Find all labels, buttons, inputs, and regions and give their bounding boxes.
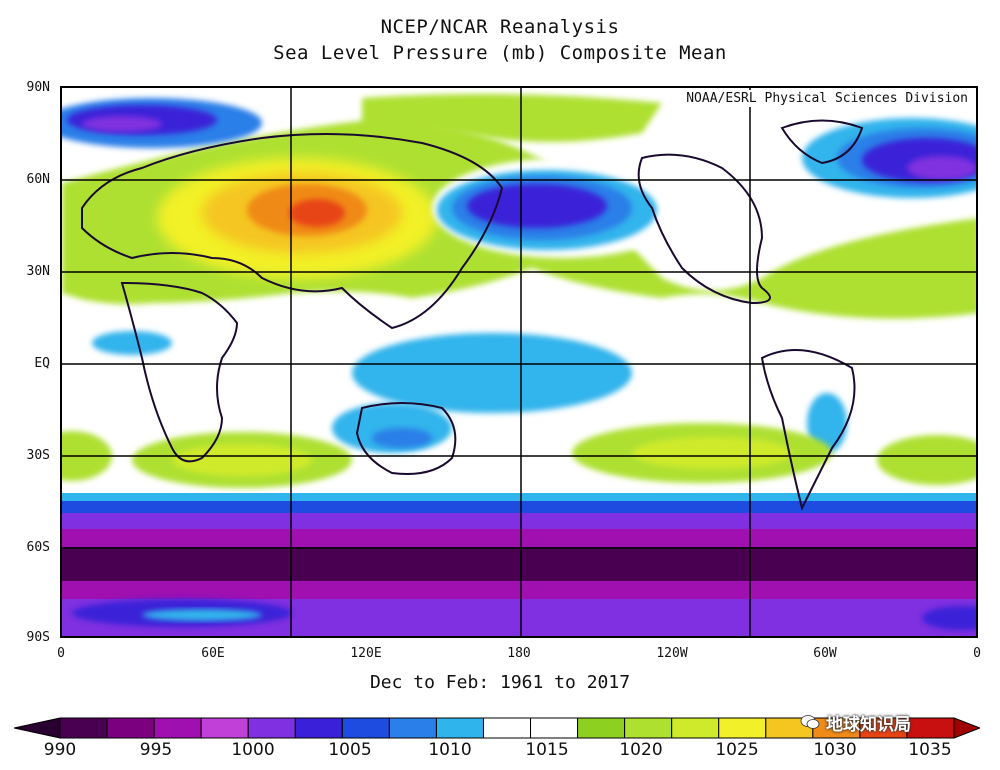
colorbar-swatch	[341, 717, 390, 739]
colorbar-swatch	[435, 717, 484, 739]
lon-label: 0	[973, 646, 981, 661]
antarctic-low-patch-east	[922, 606, 976, 630]
graticule	[62, 88, 976, 636]
lat-label: 90S	[26, 630, 50, 645]
south-america-low	[807, 393, 847, 453]
colorbar-swatch	[59, 717, 108, 739]
arctic-low-center	[82, 116, 162, 132]
colorbar-swatch	[106, 717, 155, 739]
chart-title-block: NCEP/NCAR Reanalysis Sea Level Pressure …	[0, 14, 1000, 66]
pressure-map	[62, 88, 976, 636]
colorbar-arrow-high	[953, 717, 980, 739]
lon-label: 0	[57, 646, 65, 661]
lat-label: 90N	[26, 80, 50, 95]
colorbar-swatch	[247, 717, 296, 739]
map-panel: NOAA/ESRL Physical Sciences Division	[60, 86, 978, 638]
colorbar-swatch	[388, 717, 437, 739]
africa-outline	[120, 281, 239, 463]
chart-title: NCEP/NCAR Reanalysis	[380, 16, 620, 38]
lon-label: 180	[507, 646, 531, 661]
australian-low-core	[372, 428, 432, 448]
colorbar-label: 1025	[715, 740, 759, 760]
lat-label: 30N	[26, 264, 50, 279]
lon-label: 120E	[350, 646, 382, 661]
band-1005	[62, 501, 976, 515]
colorbar-label: 1010	[428, 740, 472, 760]
greenland-outline	[780, 119, 864, 165]
colorbar-swatch	[906, 717, 955, 739]
south-atlantic-high	[877, 435, 976, 485]
colorbar-swatches	[14, 717, 980, 739]
colorbar-swatch	[577, 717, 626, 739]
arctic-high-band	[362, 94, 662, 142]
watermark-text: 地球知识局	[826, 715, 911, 735]
lon-label: 60E	[201, 646, 225, 661]
colorbar	[14, 717, 980, 739]
indo-pacific-low	[352, 333, 632, 413]
antarctic-light-patch	[142, 609, 262, 621]
watermark: 地球知识局	[800, 710, 911, 735]
colorbar-swatch	[718, 717, 767, 739]
colorbar-label: 1020	[619, 740, 663, 760]
lon-label: 120W	[656, 646, 688, 661]
band-1010	[62, 493, 976, 503]
colorbar-swatch	[153, 717, 202, 739]
chart-subtitle: Sea Level Pressure (mb) Composite Mean	[273, 42, 727, 64]
south-america-outline	[760, 349, 856, 511]
lat-label: 60N	[26, 172, 50, 187]
colorbar-swatch	[482, 717, 532, 739]
lat-label: EQ	[34, 356, 50, 371]
colorbar-arrow-low	[14, 717, 61, 739]
colorbar-label: 1015	[525, 740, 569, 760]
colorbar-label: 990	[43, 740, 77, 760]
colorbar-label: 1035	[908, 740, 952, 760]
icelandic-low-center	[907, 156, 976, 180]
africa-low	[92, 331, 172, 355]
colorbar-swatch	[200, 717, 249, 739]
lat-label: 60S	[26, 540, 50, 555]
band-995	[62, 529, 976, 549]
siberian-high-center	[289, 199, 345, 227]
australia-outline	[355, 402, 457, 475]
period-label: Dec to Feb: 1961 to 2017	[369, 672, 631, 693]
coastlines	[81, 119, 864, 511]
north-america-outline	[637, 153, 771, 305]
eurasia-outline	[81, 133, 504, 330]
colorbar-swatch	[671, 717, 720, 739]
lat-label: 30S	[26, 448, 50, 463]
lon-label: 60W	[813, 646, 837, 661]
wechat-icon	[800, 714, 820, 735]
colorbar-label: 1005	[328, 740, 372, 760]
band-995-south	[62, 581, 976, 601]
antarctic-trough-band	[62, 547, 976, 583]
colorbar-label: 1030	[813, 740, 857, 760]
aleutian-low-core	[467, 184, 607, 228]
colorbar-label: 1000	[231, 740, 275, 760]
south-pacific-high-core	[632, 437, 792, 469]
colorbar-swatch	[530, 717, 579, 739]
credit-label: NOAA/ESRL Physical Sciences Division	[682, 90, 972, 107]
colorbar-label: 995	[139, 740, 173, 760]
colorbar-swatch	[294, 717, 343, 739]
colorbar-swatch	[624, 717, 673, 739]
band-1000	[62, 513, 976, 531]
